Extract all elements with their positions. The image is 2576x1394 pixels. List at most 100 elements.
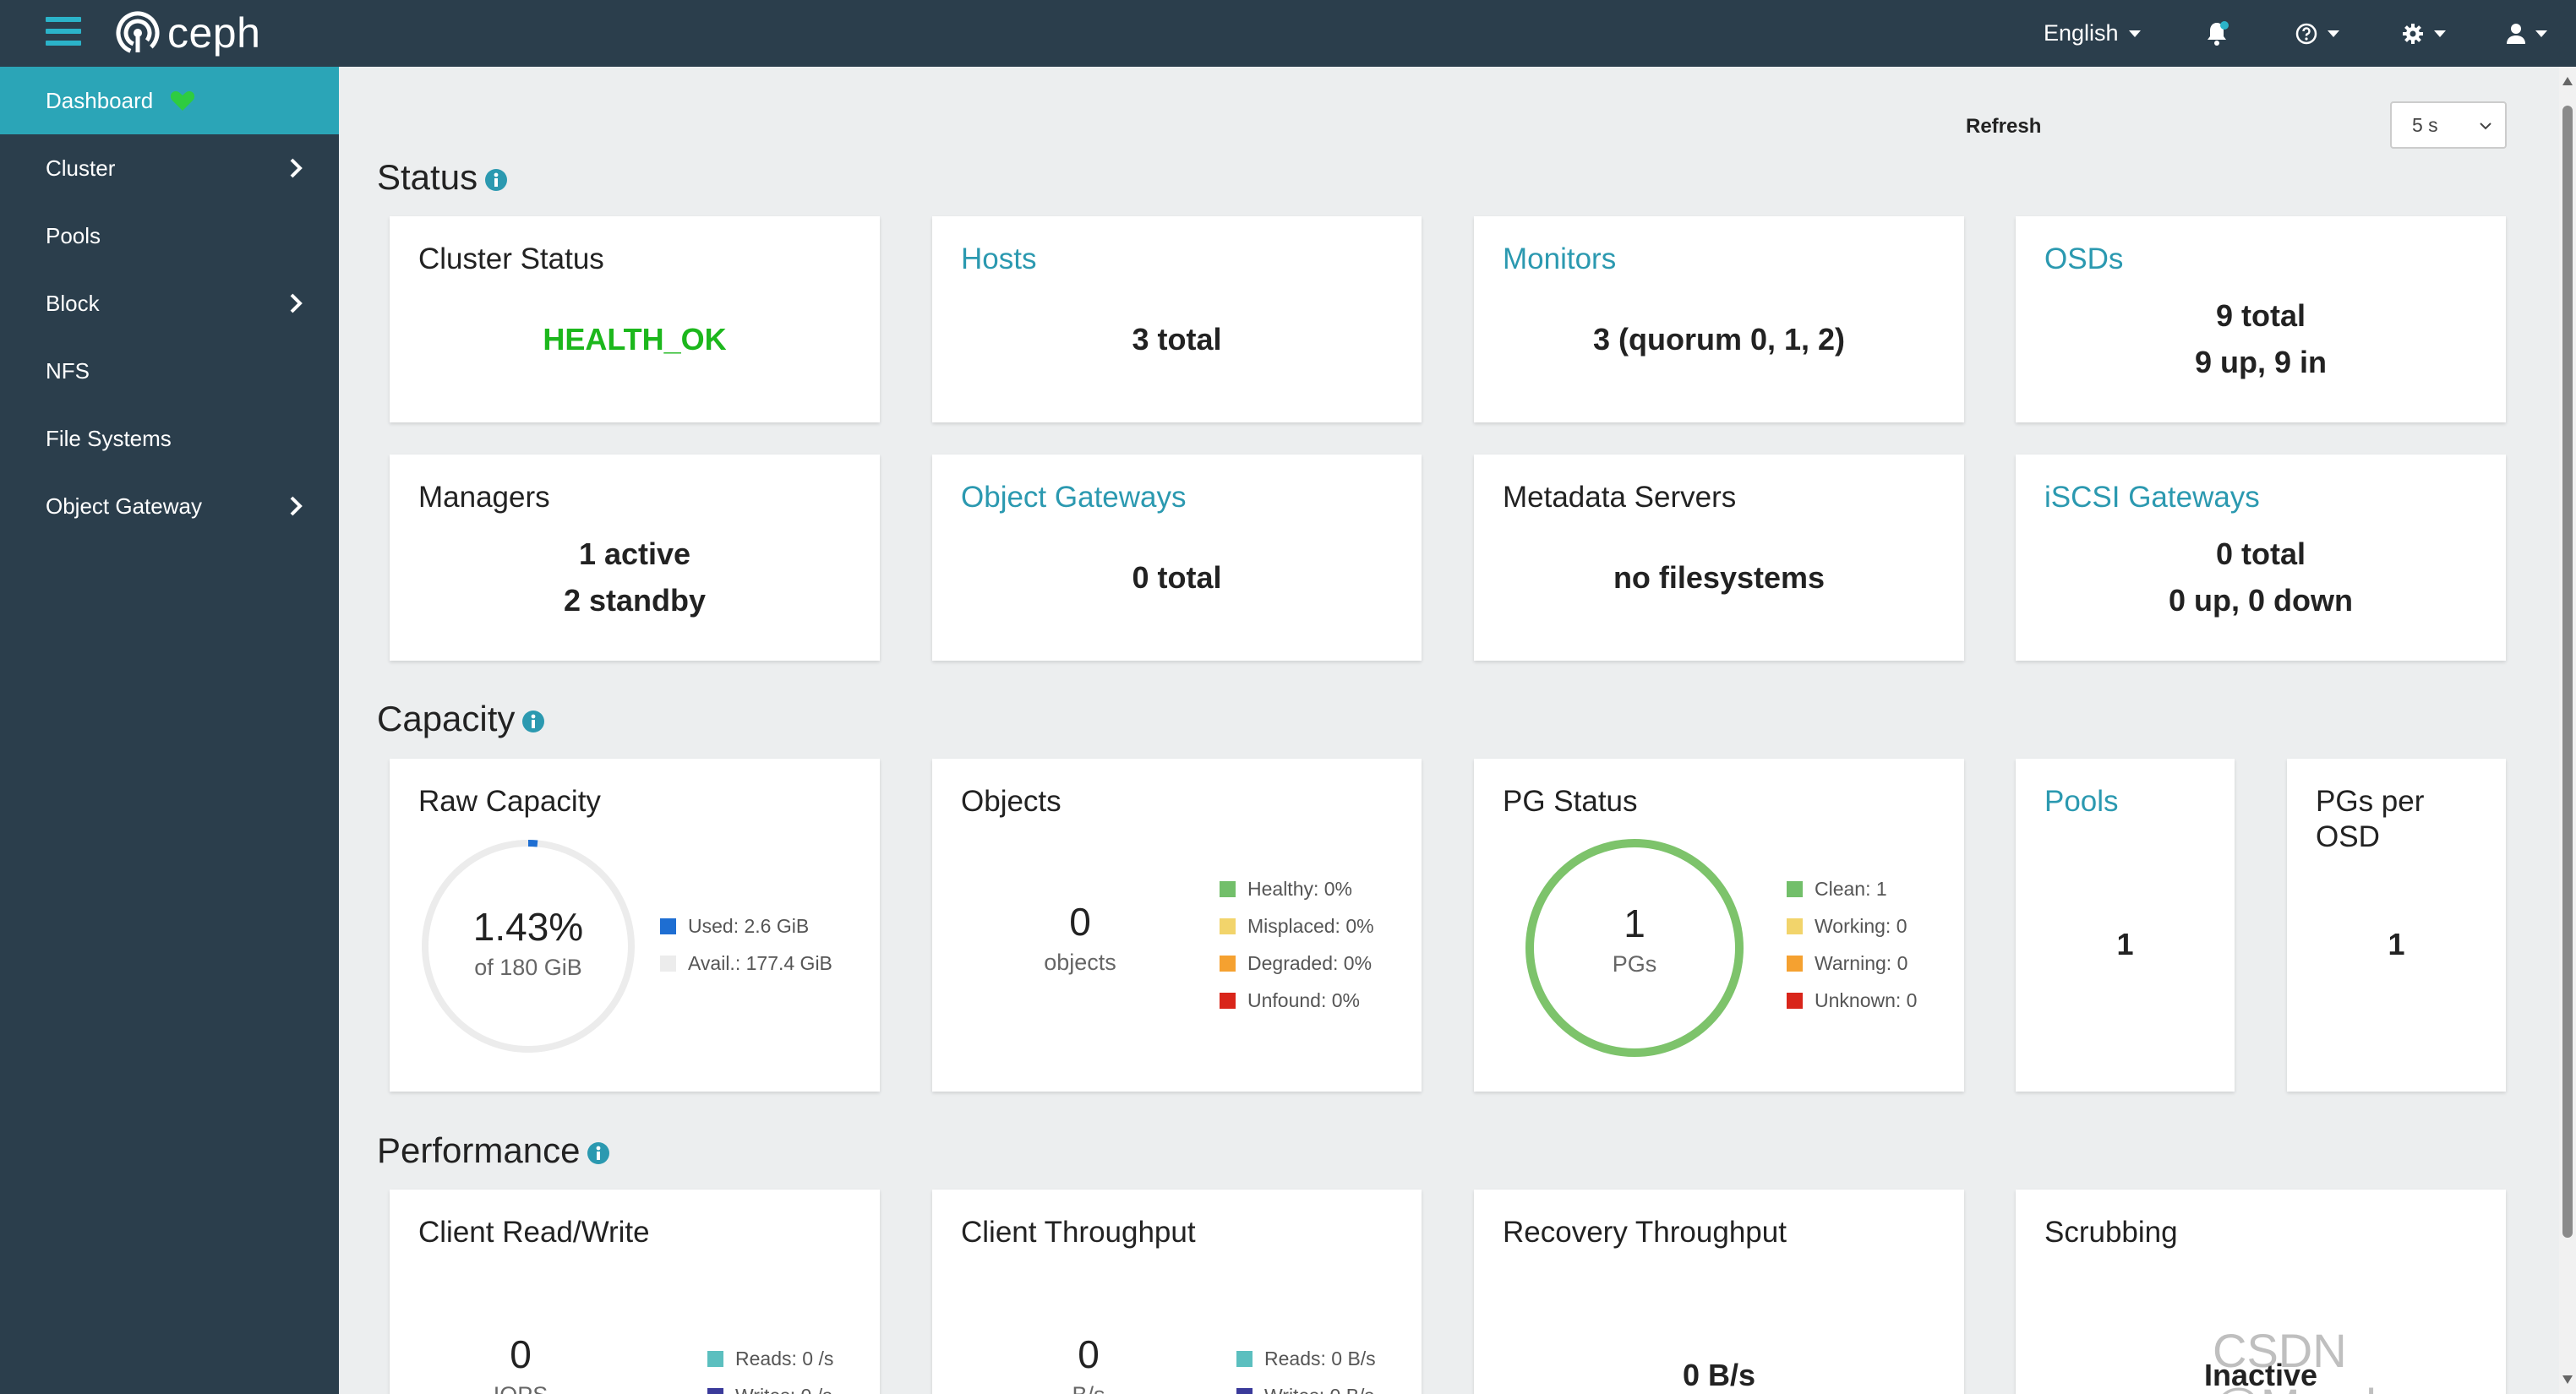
iops-value: 0 [510,1332,532,1376]
cluster-status-card: Cluster Status HEALTH_OK [390,216,880,422]
sidebar-item-label: Pools [46,222,101,248]
legend-label: Misplaced: 0% [1247,914,1374,937]
managers-card: Managers 1 active 2 standby [390,455,880,661]
metadata-servers-card: Metadata Servers no filesystems [1474,455,1964,661]
sidebar-item-label: Dashboard [46,87,154,113]
managers-standby: 2 standby [563,583,707,618]
card-title: Client Throughput [961,1216,1196,1249]
scroll-thumb[interactable] [2562,106,2573,1238]
objects-value: 0 [1069,900,1091,944]
legend-clean: Clean: 1 [1787,870,1917,907]
legend-label: Warning: 0 [1815,951,1908,974]
scrubbing-value: Inactive [2203,1358,2318,1392]
hosts-link[interactable]: Hosts [961,242,1037,275]
osds-link[interactable]: OSDs [2044,242,2124,275]
help-dropdown[interactable] [2295,0,2339,67]
capacity-heading: Capacity [377,699,516,738]
chevron-right-icon [290,293,303,313]
scroll-up-arrow-icon[interactable] [2562,77,2573,85]
managers-active: 1 active [578,536,691,571]
refresh-interval-select[interactable]: 5 s [2390,101,2507,149]
pgs-per-osd-value: 1 [2388,927,2405,961]
hosts-value: 3 total [1132,322,1222,357]
sidebar-item-label: NFS [46,357,90,384]
legend-label: Writes: 0 /s [735,1385,832,1394]
menu-icon[interactable] [46,17,81,47]
ceph-logo[interactable]: ceph [115,8,260,57]
page-scrollbar[interactable] [2559,67,2576,1394]
legend-writes: Writes: 0 B/s [1236,1377,1376,1394]
legend-warning: Warning: 0 [1787,945,1917,982]
info-icon[interactable] [484,168,508,192]
notifications-button[interactable] [2204,0,2229,67]
card-title: Metadata Servers [1503,481,1737,514]
sidebar-item-label: Block [46,290,100,316]
refresh-interval-value: 5 s [2412,113,2438,136]
objects-card: Objects 0 objects Healthy: 0% Misplaced:… [932,759,1422,1092]
legend-unknown: Unknown: 0 [1787,982,1917,1019]
sidebar-item-cluster[interactable]: Cluster [0,134,339,202]
monitors-value: 3 (quorum 0, 1, 2) [1592,322,1846,357]
iscsi-state: 0 up, 0 down [2168,583,2353,618]
iscsi-gateways-link[interactable]: iSCSI Gateways [2044,481,2260,514]
card-title: Recovery Throughput [1503,1216,1787,1249]
status-section-title: Status [377,157,508,198]
sidebar-item-label: Cluster [46,155,116,181]
settings-dropdown[interactable] [2402,0,2446,67]
pg-value: 1 [1624,901,1645,945]
sidebar-item-nfs[interactable]: NFS [0,337,339,405]
sidebar-item-file-systems[interactable]: File Systems [0,405,339,472]
sidebar-item-pools[interactable]: Pools [0,202,339,270]
osds-state: 9 up, 9 in [2194,345,2328,379]
pg-unit: PGs [1612,951,1657,977]
legend-reads: Reads: 0 /s [707,1340,833,1377]
capacity-section-title: Capacity [377,699,545,739]
legend-degraded: Degraded: 0% [1220,945,1374,982]
sidebar-item-object-gateway[interactable]: Object Gateway [0,472,339,540]
pg-legend: Clean: 1 Working: 0 Warning: 0 Unknown: … [1787,870,1917,1019]
legend-reads: Reads: 0 B/s [1236,1340,1376,1377]
recovery-throughput-card: Recovery Throughput 0 B/s [1474,1190,1964,1394]
legend-healthy: Healthy: 0% [1220,870,1374,907]
sidebar-item-label: Object Gateway [46,493,202,519]
object-gateways-link[interactable]: Object Gateways [961,481,1187,514]
legend-label: Healthy: 0% [1247,877,1353,900]
client-rw-center: 0 IOPS [457,1335,584,1394]
client-throughput-legend: Reads: 0 B/s Writes: 0 B/s [1236,1340,1376,1394]
info-icon[interactable] [587,1141,610,1165]
recovery-throughput-value: 0 B/s [1682,1358,1756,1392]
scroll-down-arrow-icon[interactable] [2562,1375,2573,1384]
object-gateways-card: Object Gateways 0 total [932,455,1422,661]
monitors-link[interactable]: Monitors [1503,242,1617,275]
pgs-per-osd-card: PGs per OSD 1 [2287,759,2506,1092]
raw-capacity-donut [422,840,635,1053]
user-dropdown[interactable] [2507,0,2547,67]
sidebar-item-dashboard[interactable]: Dashboard [0,67,339,134]
client-rw-legend: Reads: 0 /s Writes: 0 /s [707,1340,833,1394]
raw-capacity-center: 1.43% of 180 GiB [418,907,638,981]
pg-center: 1 PGs [1523,904,1746,977]
card-title: Scrubbing [2044,1216,2178,1249]
object-gateways-value: 0 total [1132,560,1222,595]
performance-section-title: Performance [377,1130,610,1171]
refresh-label: Refresh [1966,115,2042,138]
language-dropdown[interactable]: English [2044,0,2141,67]
brand-name: ceph [167,9,261,57]
health-status: HEALTH_OK [543,322,727,357]
legend-misplaced: Misplaced: 0% [1220,907,1374,945]
objects-unit: objects [1044,950,1116,975]
pg-status-card: PG Status 1 PGs Clean: 1 Working: 0 Warn… [1474,759,1964,1092]
pg-status-donut [1525,839,1744,1057]
chevron-down-icon [2480,123,2491,130]
info-icon[interactable] [521,710,545,733]
card-title: Cluster Status [418,242,604,275]
legend-used: Used: 2.6 GiB [660,907,832,945]
total-capacity: of 180 GiB [474,955,582,980]
card-title: Raw Capacity [418,785,601,818]
pools-link[interactable]: Pools [2044,785,2119,818]
sidebar-item-block[interactable]: Block [0,270,339,337]
client-read-write-card: Client Read/Write 0 IOPS Reads: 0 /s Wri… [390,1190,880,1394]
legend-label: Reads: 0 B/s [1264,1347,1376,1369]
chevron-right-icon [290,158,303,178]
legend-avail: Avail.: 177.4 GiB [660,945,832,982]
